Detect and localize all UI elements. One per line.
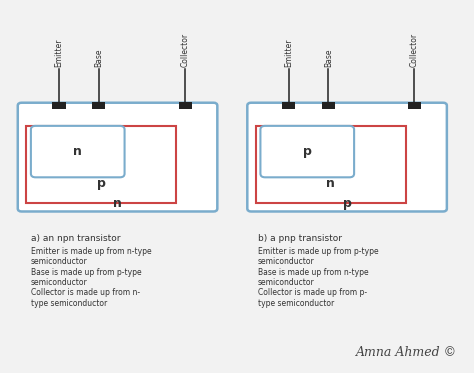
Bar: [92, 102, 105, 109]
Text: Collector is made up from n-: Collector is made up from n-: [31, 288, 140, 297]
Text: Base is made up from p-type: Base is made up from p-type: [31, 268, 142, 277]
Text: Base: Base: [94, 48, 103, 67]
Bar: [179, 102, 192, 109]
FancyBboxPatch shape: [247, 103, 447, 211]
Text: Collector: Collector: [410, 33, 419, 67]
Text: p: p: [343, 197, 352, 210]
Text: Collector is made up from p-: Collector is made up from p-: [258, 288, 367, 297]
FancyBboxPatch shape: [18, 103, 217, 211]
FancyBboxPatch shape: [260, 126, 354, 177]
Text: Emitter: Emitter: [284, 38, 293, 67]
Text: p: p: [303, 145, 312, 158]
Text: semiconductor: semiconductor: [258, 278, 315, 287]
Text: semiconductor: semiconductor: [31, 257, 88, 266]
Text: Emitter is made up from p-type: Emitter is made up from p-type: [258, 247, 379, 256]
Text: type semiconductor: type semiconductor: [31, 298, 107, 308]
Bar: [322, 102, 335, 109]
Bar: [282, 102, 295, 109]
FancyBboxPatch shape: [31, 126, 125, 177]
Text: semiconductor: semiconductor: [31, 278, 88, 287]
Text: b) a pnp transistor: b) a pnp transistor: [258, 234, 342, 243]
Text: Base is made up from n-type: Base is made up from n-type: [258, 268, 369, 277]
Text: Base: Base: [324, 48, 333, 67]
Text: n: n: [73, 145, 82, 158]
Bar: [53, 102, 65, 109]
Text: p: p: [97, 177, 106, 190]
Text: n: n: [113, 197, 122, 210]
Bar: [408, 102, 420, 109]
Text: Emitter: Emitter: [55, 38, 64, 67]
Text: Amna Ahmed ©: Amna Ahmed ©: [356, 346, 457, 359]
Text: n: n: [326, 177, 335, 190]
Text: Emitter is made up from n-type: Emitter is made up from n-type: [31, 247, 152, 256]
Text: type semiconductor: type semiconductor: [258, 298, 334, 308]
Text: a) an npn transistor: a) an npn transistor: [31, 234, 120, 243]
Text: Collector: Collector: [181, 33, 190, 67]
Text: semiconductor: semiconductor: [258, 257, 315, 266]
